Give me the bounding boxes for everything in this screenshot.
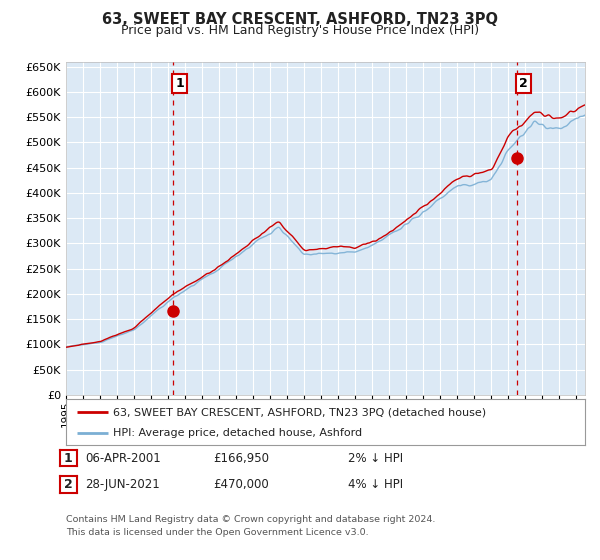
Text: 4% ↓ HPI: 4% ↓ HPI [348, 478, 403, 491]
Text: £166,950: £166,950 [213, 451, 269, 465]
Text: HPI: Average price, detached house, Ashford: HPI: Average price, detached house, Ashf… [113, 428, 362, 438]
Text: 2: 2 [520, 77, 528, 90]
Text: 1: 1 [175, 77, 184, 90]
Text: 2% ↓ HPI: 2% ↓ HPI [348, 451, 403, 465]
Text: 28-JUN-2021: 28-JUN-2021 [85, 478, 160, 491]
Text: 63, SWEET BAY CRESCENT, ASHFORD, TN23 3PQ (detached house): 63, SWEET BAY CRESCENT, ASHFORD, TN23 3P… [113, 407, 486, 417]
Text: 06-APR-2001: 06-APR-2001 [85, 451, 161, 465]
Text: 63, SWEET BAY CRESCENT, ASHFORD, TN23 3PQ: 63, SWEET BAY CRESCENT, ASHFORD, TN23 3P… [102, 12, 498, 27]
Text: 1: 1 [64, 451, 73, 465]
Text: £470,000: £470,000 [213, 478, 269, 491]
Text: Price paid vs. HM Land Registry's House Price Index (HPI): Price paid vs. HM Land Registry's House … [121, 24, 479, 37]
Text: Contains HM Land Registry data © Crown copyright and database right 2024.
This d: Contains HM Land Registry data © Crown c… [66, 515, 436, 536]
Text: 2: 2 [64, 478, 73, 491]
